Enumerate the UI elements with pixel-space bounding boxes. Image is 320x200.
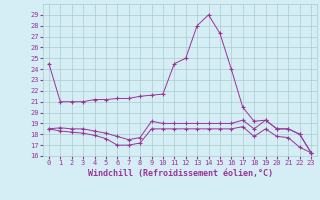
X-axis label: Windchill (Refroidissement éolien,°C): Windchill (Refroidissement éolien,°C) <box>87 169 273 178</box>
